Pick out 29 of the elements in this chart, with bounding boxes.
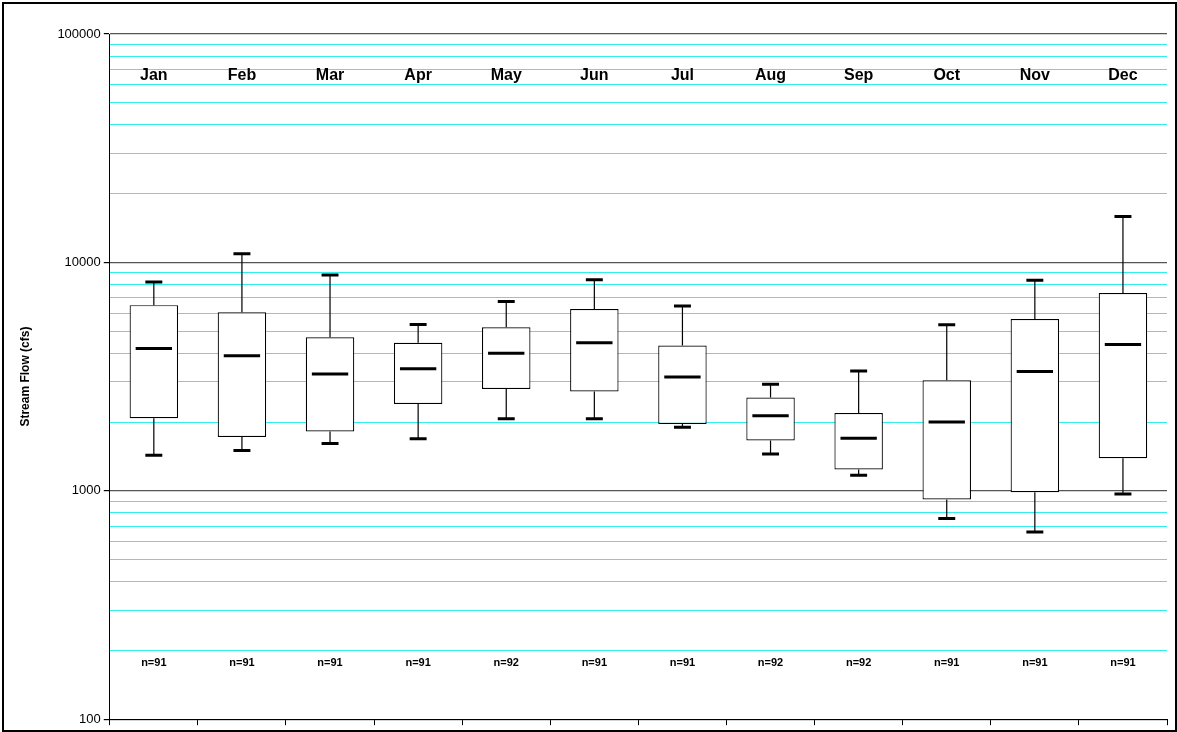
x-tick-label: May [490, 66, 522, 84]
x-tick-label: Jan [140, 66, 168, 84]
annotation: n=91 [669, 656, 696, 669]
x-tick-label: Jul [670, 66, 694, 84]
annotation: n=91 [1022, 656, 1048, 669]
annotation: n=91 [317, 656, 343, 669]
x-tick-label: Aug [754, 66, 787, 84]
x-tick-label: Dec [1108, 66, 1138, 84]
y-tick-label: 100000 [57, 25, 101, 41]
x-tick-label: Apr [404, 66, 432, 84]
y-axis-title: Stream Flow (cfs) [17, 326, 32, 427]
annotation: n=91 [934, 656, 960, 669]
x-tick-label: Mar [315, 66, 345, 84]
annotation: n=92 [757, 656, 784, 669]
x-tick-label: Nov [1019, 66, 1051, 84]
annotation: n=91 [405, 656, 431, 669]
annotation: n=91 [1110, 656, 1136, 669]
annotation: n=92 [493, 656, 519, 669]
annotation: n=92 [845, 656, 872, 669]
x-tick-label: Feb [227, 66, 257, 84]
y-tick-label: 10000 [64, 253, 101, 269]
annotation: n=91 [229, 656, 255, 669]
x-tick-label: Jun [580, 66, 609, 84]
y-tick-label: 100 [79, 710, 101, 726]
x-tick-label: Oct [933, 66, 961, 84]
annotation: n=91 [141, 656, 167, 669]
y-tick-label: 1000 [71, 482, 101, 498]
annotation: n=91 [581, 656, 608, 669]
x-tick-label: Sep [843, 66, 874, 84]
